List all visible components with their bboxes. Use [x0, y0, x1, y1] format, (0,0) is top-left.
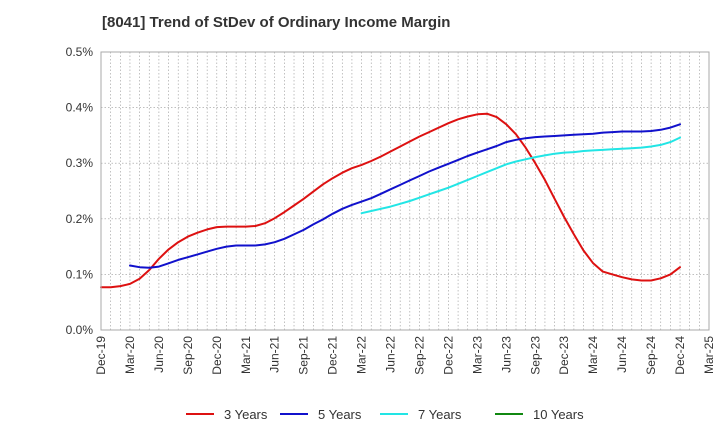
- x-tick-label: Mar-25: [702, 336, 716, 374]
- x-tick-label: Dec-22: [441, 336, 455, 375]
- x-tick-label: Sep-21: [297, 336, 311, 375]
- y-axis-ticks: 0.0% 0.1% 0.2% 0.3% 0.4% 0.5%: [66, 45, 94, 337]
- x-tick-label: Dec-20: [210, 336, 224, 375]
- y-tick-label: 0.3%: [66, 156, 94, 170]
- x-tick-label: Dec-21: [326, 336, 340, 375]
- x-tick-label: Sep-23: [528, 336, 542, 375]
- x-tick-label: Dec-23: [557, 336, 571, 375]
- x-tick-label: Jun-23: [499, 336, 513, 373]
- legend-item-10-years: 10 Years: [495, 407, 584, 422]
- x-tick-label: Jun-20: [152, 336, 166, 373]
- y-tick-label: 0.2%: [66, 212, 94, 226]
- x-tick-label: Sep-22: [412, 336, 426, 375]
- plot-background: [101, 52, 709, 330]
- y-tick-label: 0.5%: [66, 45, 94, 59]
- grid-lines: [101, 52, 709, 330]
- x-tick-label: Dec-24: [673, 336, 687, 375]
- plot-frame: [100, 51, 710, 331]
- legend-item-7-years: 7 Years: [380, 407, 462, 422]
- y-tick-label: 0.4%: [66, 101, 94, 115]
- legend-label: 7 Years: [418, 407, 462, 422]
- x-tick-label: Mar-20: [123, 336, 137, 374]
- x-tick-label: Jun-21: [268, 336, 282, 373]
- legend-label: 3 Years: [224, 407, 268, 422]
- x-tick-label: Dec-19: [94, 336, 108, 375]
- series-lines: [100, 112, 681, 289]
- x-tick-label: Mar-23: [470, 336, 484, 374]
- y-tick-label: 0.1%: [66, 267, 94, 281]
- series-line-3-years: [100, 112, 681, 289]
- x-tick-label: Mar-24: [586, 336, 600, 374]
- series-line-5-years: [129, 123, 681, 269]
- y-tick-label: 0.0%: [66, 323, 94, 337]
- chart-title: [8041] Trend of StDev of Ordinary Income…: [102, 14, 451, 31]
- legend: 3 Years 5 Years 7 Years 10 Years: [186, 407, 584, 422]
- legend-item-5-years: 5 Years: [280, 407, 362, 422]
- x-tick-label: Mar-21: [239, 336, 253, 374]
- x-tick-label: Sep-20: [181, 336, 195, 375]
- legend-item-3-years: 3 Years: [186, 407, 268, 422]
- x-tick-label: Jun-24: [615, 336, 629, 373]
- x-axis-ticks: Dec-19 Mar-20 Jun-20 Sep-20 Dec-20 Mar-21 Jun-…: [94, 336, 716, 375]
- x-tick-label: Jun-22: [384, 336, 398, 373]
- legend-label: 10 Years: [533, 407, 584, 422]
- series-line-7-years: [360, 136, 681, 215]
- x-tick-label: Sep-24: [644, 336, 658, 375]
- x-tick-label: Mar-22: [355, 336, 369, 374]
- legend-label: 5 Years: [318, 407, 362, 422]
